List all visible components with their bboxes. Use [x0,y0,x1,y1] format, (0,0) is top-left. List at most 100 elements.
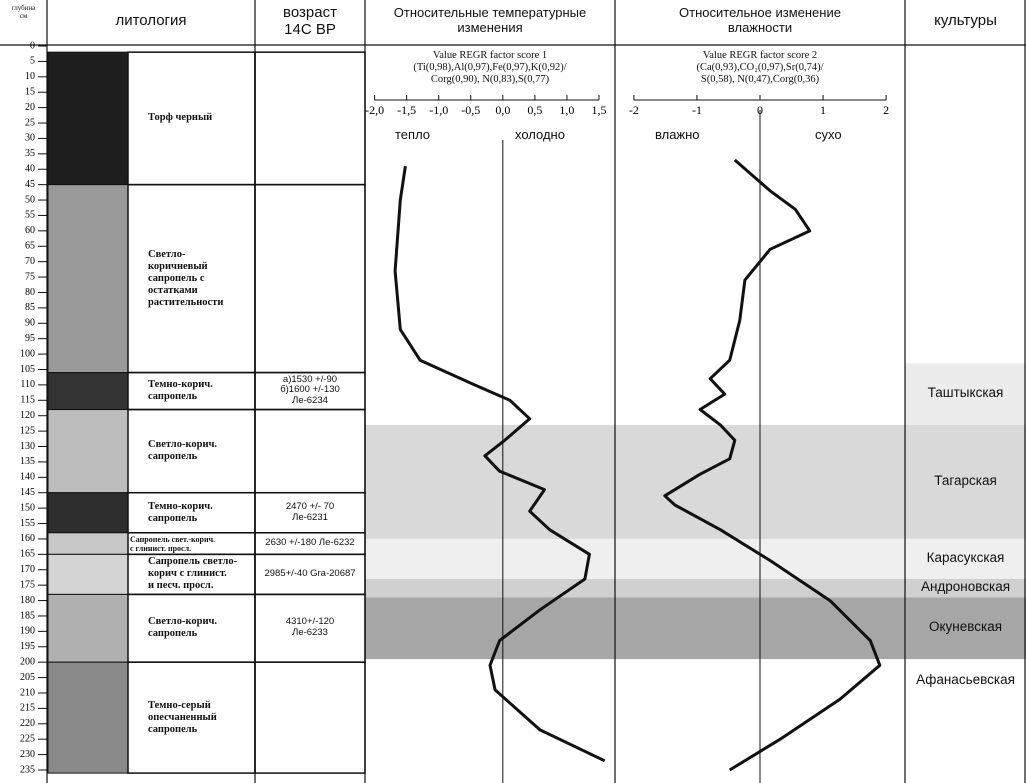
age-header: возраст 14C BP [283,4,337,39]
lithology-label: Светло-корич. сапропель [148,616,218,640]
culture-band [365,578,1026,598]
humidity-header: Относительное изменение влажности [679,5,841,35]
depth-tick-label: 20 [25,102,35,113]
x-tick-label: -0,5 [461,103,480,117]
cold-label: холодно [515,127,565,142]
depth-tick-label: 145 [20,487,35,498]
depth-tick-label: 55 [25,210,35,221]
x-tick-label: -1 [692,103,702,117]
culture-band [365,597,1026,660]
depth-tick-label: 25 [25,117,35,128]
lithology-label: Темно-корич. сапропель [148,379,213,403]
depth-tick-label: 155 [20,518,35,529]
lithology-label: Сапропель светло- корич с глинист. и пес… [148,556,238,592]
age-cell [254,408,366,494]
lithology-layer [47,593,129,663]
depth-tick-label: 125 [20,425,35,436]
lithology-label: Светло- коричневый сапропель с остатками… [148,248,224,308]
depth-tick-label: 75 [25,271,35,282]
depth-tick-label: 120 [20,410,35,421]
depth-tick-label: 190 [20,626,35,637]
lithology-layer [47,661,129,774]
culture-label: Карасукская [926,549,1005,565]
lithology-label: Сапропель свет.-корич. с глинист. просл. [130,534,216,553]
depth-tick-label: 175 [20,579,35,590]
age-label: 2985+/-40 Gra-20687 [264,567,356,579]
depth-tick-label: 40 [25,164,35,175]
culture-label: Тагарская [934,472,997,488]
cultures-header: культуры [934,12,997,29]
age-cell [254,183,366,374]
culture-band [365,538,1026,579]
depth-tick-label: 65 [25,241,35,252]
depth-header: глубина см [11,4,36,21]
humidity-curve [663,158,882,772]
dry-label: сухо [815,127,842,142]
x-tick-label: 0 [757,103,763,117]
x-tick-label: 1,0 [559,103,574,117]
warm-label: тепло [395,127,431,142]
x-tick-label: 2 [883,103,889,117]
depth-tick-label: 140 [20,472,35,483]
x-tick-label: 0,5 [527,103,542,117]
depth-tick-label: 70 [25,256,35,267]
x-tick-label: 1,5 [591,103,606,117]
age-cell [254,661,366,774]
depth-tick-label: 80 [25,287,35,298]
lithology-layer [47,409,129,494]
temperature-subtitle: Value REGR factor score 1 (Ti(0,98),Al(0… [413,50,567,86]
humidity-subtitle: Value REGR factor score 2 (Ca(0,93),CO₂(… [696,50,824,86]
x-tick-label: -2,0 [365,103,384,117]
depth-tick-label: 195 [20,641,35,652]
lithology-label: Светло-корич. сапропель [148,439,218,463]
lithology-label: Торф черный [148,112,213,124]
depth-tick-label: 160 [20,533,35,544]
depth-tick-label: 95 [25,333,35,344]
lithology-header: литология [115,12,187,29]
x-tick-label: -2 [629,103,639,117]
depth-tick-label: 165 [20,549,35,560]
age-label: а)1530 +/-90 б)1600 +/-130 Ле-6234 [280,373,340,407]
depth-tick-label: 205 [20,672,35,683]
depth-tick-label: 15 [25,87,35,98]
depth-tick-label: 150 [20,502,35,513]
depth-tick-label: 210 [20,687,35,698]
age-label: 2470 +/- 70 Ле-6231 [285,500,335,523]
culture-label: Андроновская [920,579,1011,595]
x-tick-label: 1 [820,103,826,117]
lithology-layer [47,532,129,555]
depth-tick-label: 225 [20,733,35,744]
temperature-curve [393,165,606,763]
depth-tick-label: 90 [25,318,35,329]
depth-tick-label: 115 [20,395,35,406]
culture-band [905,363,1026,425]
lithology-label: Темно-серый опесчаненный сапропель [148,699,217,735]
culture-band [905,662,1026,700]
depth-tick-label: 180 [20,595,35,606]
depth-tick-label: 105 [20,364,35,375]
depth-tick-label: 230 [20,749,35,760]
culture-label: Окуневская [928,619,1003,635]
lithology-layer [47,184,129,374]
culture-label: Афанасьевская [916,671,1015,687]
depth-tick-label: 220 [20,718,35,729]
temperature-header: Относительные температурные изменения [393,5,587,35]
depth-tick-label: 215 [20,703,35,714]
depth-tick-label: 185 [20,610,35,621]
depth-tick-label: 110 [20,379,35,390]
age-label: 4310+/-120 Ле-6233 [285,616,335,639]
depth-tick-label: 100 [20,348,35,359]
age-cell [254,51,366,186]
x-tick-label: -1,0 [429,103,448,117]
wet-label: влажно [655,127,700,142]
lithology-layer [47,492,129,534]
age-label: 2630 +/-180 Ле-6232 [265,537,355,549]
depth-tick-label: 50 [25,194,35,205]
depth-tick-label: 45 [25,179,35,190]
depth-tick-label: 200 [20,656,35,667]
depth-tick-label: 5 [30,56,35,67]
lithology-label: Темно-корич. сапропель [148,500,213,524]
depth-tick-label: 85 [25,302,35,313]
